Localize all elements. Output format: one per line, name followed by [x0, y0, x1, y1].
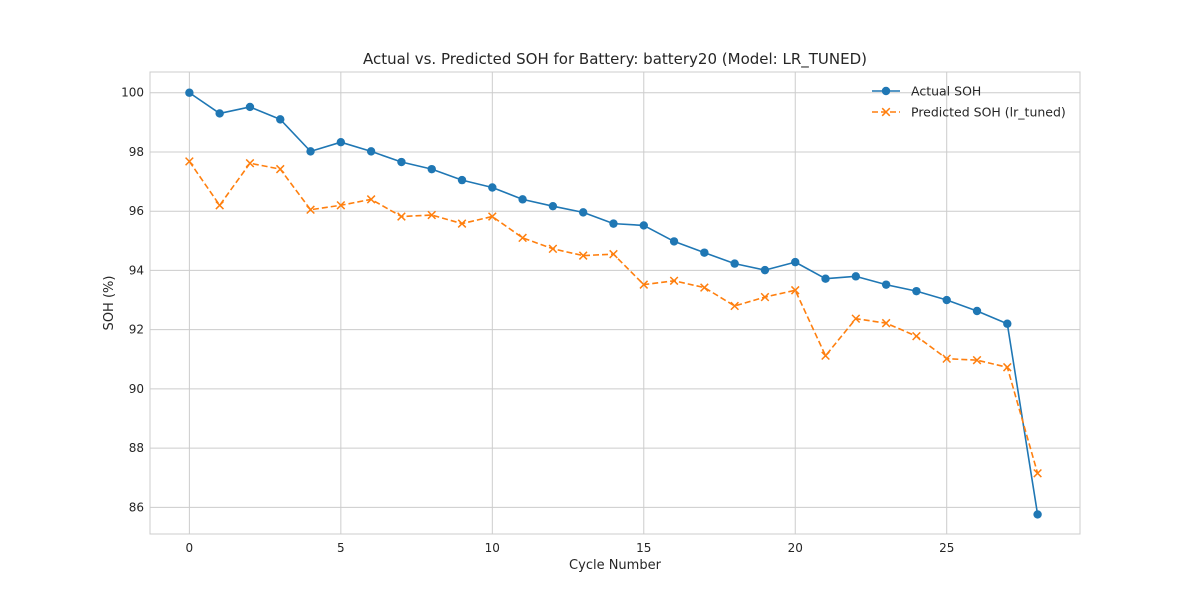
legend-marker [881, 86, 891, 96]
data-point [306, 205, 315, 215]
data-point [1002, 362, 1012, 372]
data-point [669, 237, 679, 246]
data-point [1033, 468, 1042, 478]
data-point [275, 164, 285, 174]
data-point [1003, 319, 1012, 328]
data-point [669, 276, 679, 286]
data-point [397, 212, 406, 221]
legend-label: Actual SOH [911, 84, 981, 99]
series-line [188, 160, 1039, 474]
chart-title: Actual vs. Predicted SOH for Battery: ba… [363, 50, 867, 69]
data-point [518, 233, 527, 243]
data-point [397, 157, 406, 167]
x-tick-label: 20 [788, 541, 803, 555]
y-tick-label: 90 [129, 382, 144, 396]
series-line [188, 92, 1039, 515]
series-predicted-soh [185, 157, 1042, 478]
data-point [791, 257, 800, 267]
data-point [245, 102, 255, 112]
data-point [851, 272, 861, 281]
data-point [366, 147, 376, 156]
data-point [487, 212, 497, 221]
grid [150, 72, 1080, 534]
data-point [276, 115, 285, 124]
data-point [548, 244, 558, 254]
data-point [639, 221, 648, 230]
data-point [972, 355, 982, 365]
plot-area-frame [149, 71, 1081, 535]
data-point [215, 109, 224, 118]
data-point [366, 195, 376, 204]
tick-labels: 0 5 10 15 20 25 86 88 90 92 94 96 98 100 [121, 86, 954, 555]
data-point [245, 158, 255, 168]
series-layer [185, 88, 1042, 519]
data-point [851, 314, 861, 324]
x-tick-label: 15 [636, 541, 651, 555]
data-point [912, 331, 921, 341]
series-actual-soh [185, 88, 1042, 519]
data-point [457, 175, 467, 185]
legend-label: Predicted SOH (lr_tuned) [911, 105, 1066, 120]
data-point [790, 285, 800, 295]
data-point [306, 147, 315, 156]
data-point [336, 200, 346, 210]
y-tick-label: 86 [129, 500, 144, 514]
y-tick-label: 100 [121, 86, 144, 100]
data-point [336, 137, 346, 147]
data-point [821, 351, 830, 361]
data-point [215, 200, 225, 210]
data-point [185, 88, 194, 97]
data-point [427, 164, 436, 174]
data-point [578, 208, 588, 217]
x-axis-label: Cycle Number [569, 558, 662, 573]
data-point [942, 295, 951, 305]
legend: Actual SOH Predicted SOH (lr_tuned) [872, 84, 1066, 120]
data-point [760, 265, 770, 275]
data-point [427, 210, 437, 220]
data-point [1033, 510, 1042, 519]
data-point [972, 306, 982, 316]
data-point [760, 292, 770, 302]
y-tick-label: 98 [129, 145, 144, 159]
x-tick-label: 0 [186, 541, 194, 555]
data-point [881, 318, 891, 328]
y-tick-label: 94 [129, 263, 144, 277]
x-tick-label: 10 [485, 541, 500, 555]
legend-item: Predicted SOH (lr_tuned) [872, 105, 1066, 120]
data-point [700, 283, 709, 292]
data-point [730, 259, 739, 268]
x-tick-label: 5 [337, 541, 345, 555]
y-axis-label: SOH (%) [102, 276, 117, 331]
data-point [942, 354, 952, 364]
y-tick-label: 92 [129, 323, 144, 337]
data-point [609, 219, 618, 228]
data-point [457, 219, 467, 228]
data-point [609, 249, 618, 259]
data-point [912, 286, 921, 296]
y-tick-label: 88 [129, 441, 144, 455]
y-tick-label: 96 [129, 204, 144, 218]
data-point [639, 280, 649, 289]
data-point [881, 280, 891, 289]
data-point [185, 157, 194, 166]
data-point [488, 183, 497, 192]
data-point [518, 195, 527, 204]
x-tick-label: 25 [939, 541, 954, 555]
data-point [821, 274, 830, 283]
legend-item: Actual SOH [872, 84, 981, 99]
data-point [730, 301, 739, 311]
legend-marker [881, 107, 891, 117]
data-point [548, 201, 558, 211]
data-point [578, 251, 588, 260]
data-point [700, 248, 709, 257]
